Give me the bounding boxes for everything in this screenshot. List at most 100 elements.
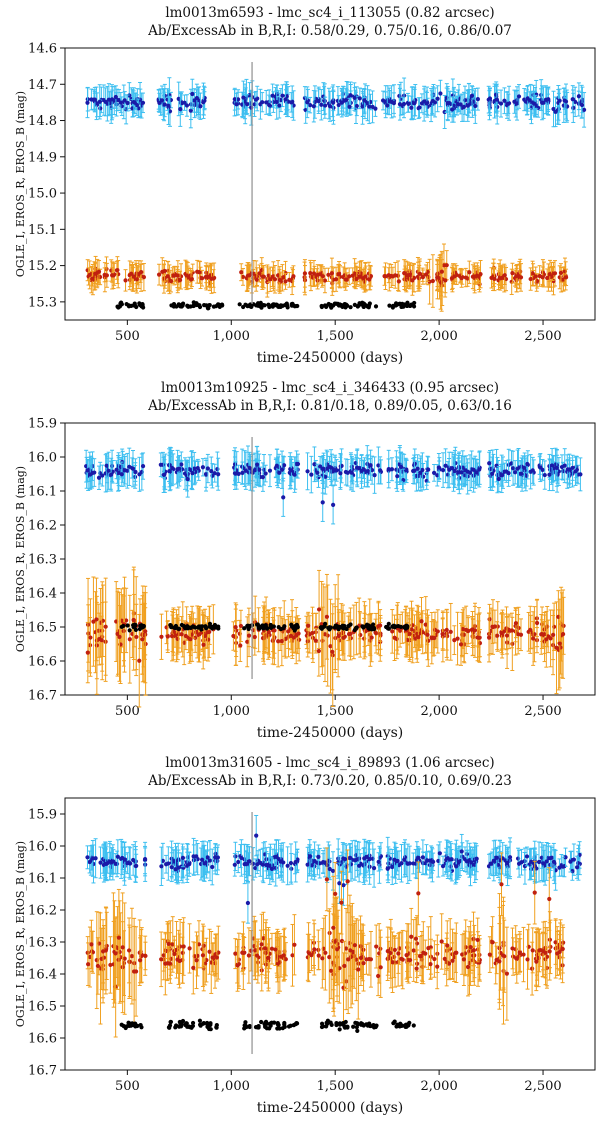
data-point xyxy=(191,98,197,103)
data-point xyxy=(257,271,262,276)
data-point xyxy=(305,469,310,474)
data-point xyxy=(271,99,276,105)
data-point xyxy=(266,102,272,108)
data-point xyxy=(232,97,237,102)
data-point xyxy=(320,500,325,505)
data-point xyxy=(179,632,184,637)
data-point xyxy=(177,466,182,471)
data-point xyxy=(289,303,295,308)
data-point xyxy=(359,468,364,473)
data-point xyxy=(237,302,242,307)
data-point xyxy=(279,467,285,472)
chart-title: lm0013m6593 - lmc_sc4_i_113055 (0.82 arc… xyxy=(165,5,494,21)
data-point xyxy=(541,100,546,105)
data-point xyxy=(281,463,287,468)
data-point xyxy=(96,475,102,480)
data-point xyxy=(176,96,181,102)
data-point xyxy=(487,461,492,466)
data-point xyxy=(272,277,278,282)
data-point xyxy=(194,96,199,101)
data-point xyxy=(345,470,350,475)
data-point xyxy=(396,279,401,284)
data-point xyxy=(395,273,401,278)
data-point xyxy=(547,472,552,477)
data-point xyxy=(533,274,538,279)
data-point xyxy=(281,275,287,280)
data-point xyxy=(502,273,507,278)
data-point xyxy=(365,469,370,474)
data-point xyxy=(336,102,341,108)
data-point xyxy=(96,269,102,274)
data-point xyxy=(467,270,472,275)
data-point xyxy=(509,461,514,466)
data-point xyxy=(496,476,501,482)
data-point xyxy=(178,100,184,106)
data-point xyxy=(100,473,105,478)
data-point xyxy=(426,467,431,472)
data-point xyxy=(435,96,440,101)
data-point xyxy=(519,471,524,476)
data-point xyxy=(453,270,458,275)
data-point xyxy=(85,468,90,473)
data-point xyxy=(260,635,266,641)
data-point xyxy=(92,97,97,102)
data-point xyxy=(114,268,120,273)
data-point xyxy=(578,472,583,477)
data-point xyxy=(547,272,552,277)
data-point xyxy=(576,94,581,99)
data-point xyxy=(200,465,206,470)
data-point xyxy=(339,302,344,308)
data-point xyxy=(240,470,245,475)
data-point xyxy=(213,304,219,309)
data-point xyxy=(532,101,537,106)
data-point xyxy=(156,272,162,277)
data-point xyxy=(167,468,172,474)
data-point xyxy=(234,102,239,107)
data-point xyxy=(216,472,221,477)
x-tick-label: 1,000 xyxy=(213,329,250,344)
data-point xyxy=(421,474,426,479)
x-tick-label: 2,500 xyxy=(524,329,561,344)
data-point xyxy=(288,633,294,638)
data-point xyxy=(449,276,455,281)
data-point xyxy=(493,92,499,97)
data-point xyxy=(162,268,167,274)
data-point xyxy=(417,276,422,281)
data-point xyxy=(127,637,132,642)
data-point xyxy=(308,103,313,108)
data-point xyxy=(199,276,205,281)
data-point xyxy=(430,278,435,284)
data-point xyxy=(407,303,412,308)
data-point xyxy=(259,305,264,310)
data-point xyxy=(318,272,323,277)
data-point xyxy=(268,277,273,282)
data-point xyxy=(525,461,530,467)
data-point xyxy=(110,97,115,102)
data-point xyxy=(188,108,193,113)
data-point xyxy=(252,468,258,473)
data-point xyxy=(331,100,336,105)
data-point xyxy=(538,465,543,470)
data-point xyxy=(274,99,279,105)
data-point xyxy=(125,100,130,106)
y-tick-label: 14.7 xyxy=(28,78,57,93)
data-point xyxy=(343,98,349,103)
data-point xyxy=(129,271,134,276)
data-point xyxy=(245,639,250,644)
data-point xyxy=(475,97,480,102)
data-point xyxy=(270,304,275,309)
data-point xyxy=(134,277,139,282)
data-point xyxy=(343,277,348,282)
data-point xyxy=(347,274,352,279)
data-point xyxy=(450,107,455,112)
data-point xyxy=(131,99,136,105)
data-point xyxy=(571,105,576,111)
data-point xyxy=(492,276,497,282)
data-point xyxy=(111,273,116,278)
data-point xyxy=(197,632,202,637)
data-point xyxy=(137,658,142,663)
y-tick-label: 16.7 xyxy=(28,689,57,704)
data-point xyxy=(254,277,259,282)
data-point xyxy=(170,466,175,471)
